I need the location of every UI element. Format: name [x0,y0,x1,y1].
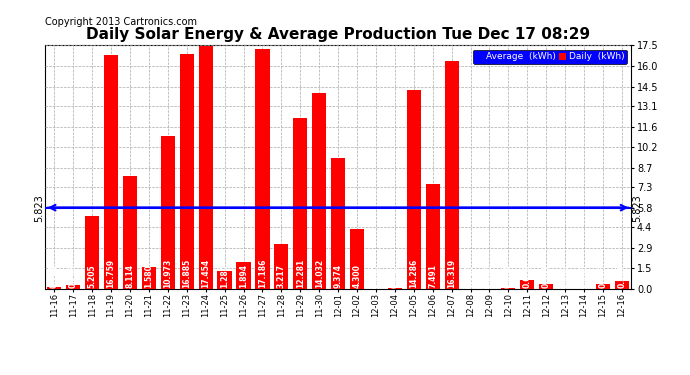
Text: 3.217: 3.217 [277,264,286,288]
Text: 1.894: 1.894 [239,264,248,288]
Bar [66,285,80,289]
Text: 0.000: 0.000 [371,264,380,288]
Text: 0.557: 0.557 [618,264,627,288]
Bar [444,62,459,289]
Bar [104,56,118,289]
Text: 5.205: 5.205 [88,264,97,288]
Text: 0.375: 0.375 [598,264,607,288]
Text: 4.300: 4.300 [353,264,362,288]
Text: 0.050: 0.050 [391,264,400,288]
Text: 0.000: 0.000 [485,264,494,288]
Text: 17.186: 17.186 [258,258,267,288]
Text: 16.319: 16.319 [447,258,456,288]
Text: 17.454: 17.454 [201,258,210,288]
Text: 9.374: 9.374 [333,264,343,288]
Text: 10.973: 10.973 [164,258,172,288]
Bar [255,50,270,289]
Text: 0.000: 0.000 [466,264,475,288]
Text: 1.580: 1.580 [144,264,153,288]
Bar [161,136,175,289]
Bar [217,271,232,289]
Bar [142,267,156,289]
Bar [293,118,307,289]
Text: 1.280: 1.280 [220,264,229,288]
Text: 0.000: 0.000 [580,264,589,288]
Bar [539,284,553,289]
Text: 14.032: 14.032 [315,258,324,288]
Text: 14.286: 14.286 [409,258,418,288]
Bar [615,281,629,289]
Text: 0.628: 0.628 [523,264,532,288]
Title: Daily Solar Energy & Average Production Tue Dec 17 08:29: Daily Solar Energy & Average Production … [86,27,590,42]
Text: 8.114: 8.114 [126,264,135,288]
Bar [237,262,250,289]
Bar [123,176,137,289]
Text: 0.286: 0.286 [69,264,78,288]
Text: 16.885: 16.885 [182,258,191,288]
Bar [179,54,194,289]
Text: 0.064: 0.064 [504,264,513,288]
Bar [199,46,213,289]
Bar [520,280,534,289]
Text: 0.361: 0.361 [542,264,551,288]
Text: 5.823: 5.823 [34,194,44,222]
Text: 7.491: 7.491 [428,264,437,288]
Bar [47,287,61,289]
Text: Copyright 2013 Cartronics.com: Copyright 2013 Cartronics.com [45,17,197,27]
Text: 0.144: 0.144 [50,264,59,288]
Bar [85,216,99,289]
Bar [406,90,421,289]
Text: 12.281: 12.281 [296,258,305,288]
Legend: Average  (kWh), Daily  (kWh): Average (kWh), Daily (kWh) [473,50,627,64]
Bar [350,229,364,289]
Bar [388,288,402,289]
Bar [274,244,288,289]
Bar [501,288,515,289]
Text: 0.000: 0.000 [561,264,570,288]
Bar [331,158,345,289]
Text: 5.823: 5.823 [632,194,642,222]
Bar [312,93,326,289]
Bar [596,284,610,289]
Bar [426,184,440,289]
Text: 16.759: 16.759 [106,258,115,288]
